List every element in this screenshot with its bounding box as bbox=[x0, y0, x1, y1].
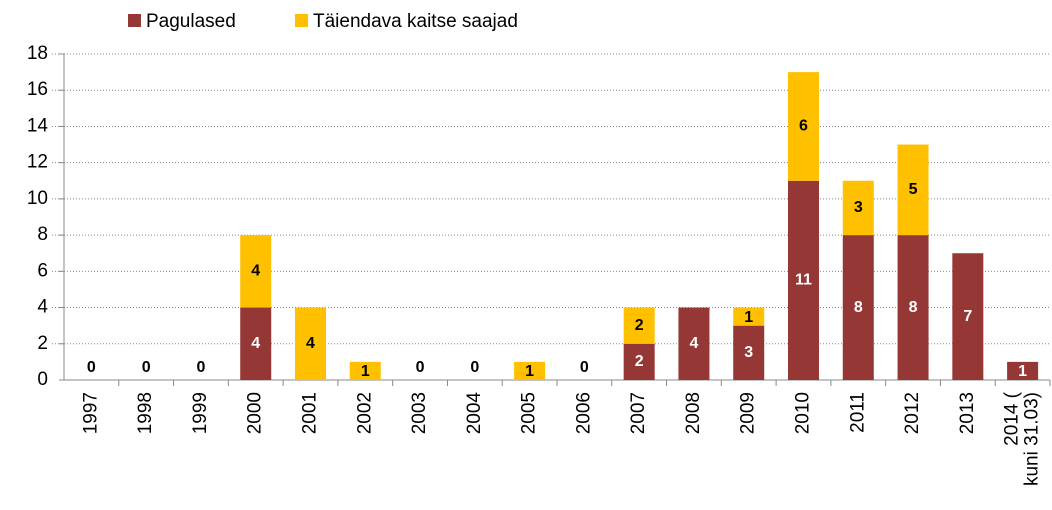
data-label: 0 bbox=[580, 359, 589, 376]
x-tick-label: 2004 bbox=[464, 392, 485, 435]
x-tick-label: 2001 bbox=[300, 392, 321, 434]
data-label: 6 bbox=[799, 118, 808, 135]
x-tick-label: 1999 bbox=[190, 392, 211, 434]
x-tick-label: 2013 bbox=[957, 392, 978, 434]
y-tick-label: 16 bbox=[27, 79, 48, 100]
data-label: 0 bbox=[470, 359, 479, 376]
x-tick-label: 2000 bbox=[245, 392, 266, 434]
x-tick-label: 2014 (kuni 31.03) bbox=[1002, 391, 1043, 486]
y-tick-label: 8 bbox=[37, 224, 48, 245]
bar bbox=[623, 343, 655, 380]
data-label: 7 bbox=[963, 308, 972, 325]
bar bbox=[842, 180, 874, 236]
data-label: 1 bbox=[361, 363, 370, 380]
bar bbox=[1007, 361, 1039, 380]
data-label: 8 bbox=[854, 299, 863, 316]
legend-label: Pagulased bbox=[146, 11, 236, 32]
bar bbox=[842, 235, 874, 380]
data-label: 4 bbox=[306, 335, 315, 352]
bar bbox=[678, 307, 710, 380]
data-label: 1 bbox=[744, 309, 753, 326]
y-tick-label: 14 bbox=[27, 115, 49, 136]
x-tick-label: 2007 bbox=[628, 392, 649, 434]
x-tick-label: 2008 bbox=[683, 392, 704, 434]
data-label: 5 bbox=[909, 181, 918, 198]
x-tick-label: 2002 bbox=[354, 392, 375, 434]
y-tick-label: 12 bbox=[27, 152, 48, 173]
x-tick-label: 2009 bbox=[738, 392, 759, 434]
y-tick-label: 10 bbox=[27, 188, 48, 209]
x-tick-label: 2011 bbox=[847, 392, 868, 433]
data-label: 1 bbox=[525, 363, 534, 380]
data-label: 2 bbox=[635, 317, 644, 334]
y-tick-label: 18 bbox=[27, 43, 48, 64]
legend-label: Täiendava kaitse saajad bbox=[313, 11, 518, 32]
bar bbox=[733, 325, 765, 380]
y-tick-label: 4 bbox=[37, 297, 48, 318]
data-label: 4 bbox=[689, 335, 698, 352]
data-label: 0 bbox=[142, 359, 151, 376]
bar bbox=[623, 307, 655, 344]
data-label: 0 bbox=[196, 359, 205, 376]
data-label: 3 bbox=[744, 344, 753, 361]
data-label: 1 bbox=[1018, 363, 1027, 380]
data-label: 0 bbox=[87, 359, 96, 376]
bar bbox=[897, 144, 929, 236]
bar bbox=[514, 361, 546, 380]
data-label: 0 bbox=[416, 359, 425, 376]
bar bbox=[788, 72, 819, 181]
y-tick-label: 2 bbox=[37, 333, 48, 354]
bar bbox=[897, 235, 929, 380]
legend-swatch bbox=[295, 14, 308, 27]
x-tick-label: 2003 bbox=[409, 392, 430, 434]
data-label: 2 bbox=[635, 353, 644, 370]
data-label: 4 bbox=[251, 335, 260, 352]
data-label: 8 bbox=[909, 299, 918, 316]
x-tick-label: 1998 bbox=[135, 392, 156, 434]
bar bbox=[240, 235, 272, 308]
x-tick-label: 2010 bbox=[793, 392, 814, 434]
bar bbox=[952, 253, 984, 380]
data-label: 3 bbox=[854, 199, 863, 216]
data-label: 11 bbox=[795, 272, 812, 289]
data-label: 4 bbox=[251, 263, 260, 280]
y-tick-label: 6 bbox=[37, 260, 48, 281]
bar bbox=[788, 180, 819, 380]
bar bbox=[240, 307, 272, 380]
x-tick-label: 2006 bbox=[573, 392, 594, 434]
bar bbox=[349, 361, 381, 380]
bar bbox=[733, 307, 765, 326]
y-tick-label: 0 bbox=[37, 369, 48, 390]
bar bbox=[295, 307, 326, 380]
x-tick-label: 1997 bbox=[80, 392, 101, 434]
x-tick-label: 2012 bbox=[902, 392, 923, 434]
x-tick-label: 2005 bbox=[519, 392, 540, 434]
legend-swatch bbox=[128, 14, 141, 27]
